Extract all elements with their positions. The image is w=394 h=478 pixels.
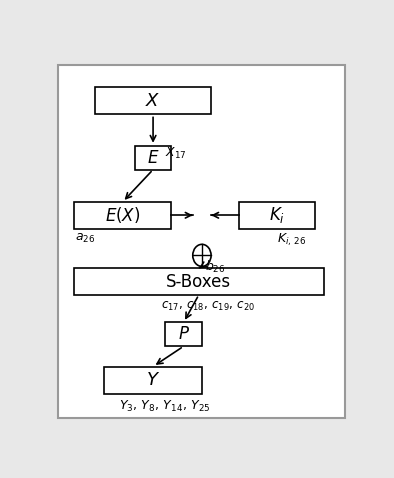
Text: $Y_{3},\, Y_{8},\, Y_{14},\, Y_{25}$: $Y_{3},\, Y_{8},\, Y_{14},\, Y_{25}$ <box>119 399 211 414</box>
FancyBboxPatch shape <box>135 146 171 170</box>
FancyBboxPatch shape <box>165 322 202 346</box>
Text: $X_{17}$: $X_{17}$ <box>165 146 187 161</box>
Text: $X$: $X$ <box>145 92 161 109</box>
FancyBboxPatch shape <box>74 268 324 295</box>
Text: $b_{26}$: $b_{26}$ <box>205 259 225 275</box>
FancyBboxPatch shape <box>95 87 211 114</box>
Text: $E$: $E$ <box>147 149 159 167</box>
Text: $K_{i,\, 26}$: $K_{i,\, 26}$ <box>277 231 306 248</box>
FancyBboxPatch shape <box>238 202 315 228</box>
Text: $P$: $P$ <box>178 326 190 343</box>
FancyBboxPatch shape <box>74 202 171 228</box>
Text: S-Boxes: S-Boxes <box>166 272 231 291</box>
Circle shape <box>193 244 211 266</box>
Text: $a_{26}$: $a_{26}$ <box>75 231 95 245</box>
Text: $K_i$: $K_i$ <box>269 205 285 225</box>
FancyBboxPatch shape <box>58 65 346 418</box>
Text: $E(X)$: $E(X)$ <box>105 205 140 225</box>
Text: $Y$: $Y$ <box>146 371 160 390</box>
Text: $c_{17},\, c_{18},\, c_{19},\, c_{20}$: $c_{17},\, c_{18},\, c_{19},\, c_{20}$ <box>161 300 255 313</box>
FancyBboxPatch shape <box>104 367 202 394</box>
